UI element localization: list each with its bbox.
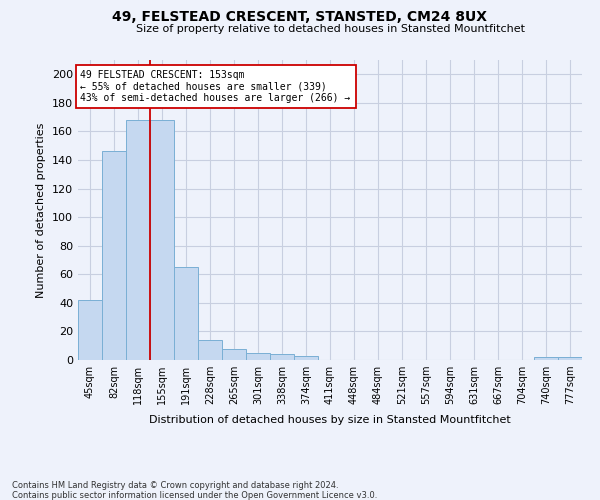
Bar [534, 357, 558, 360]
Bar [150, 120, 174, 360]
Bar [78, 300, 102, 360]
Bar [246, 353, 270, 360]
Bar [294, 356, 318, 360]
Bar [558, 357, 582, 360]
Y-axis label: Number of detached properties: Number of detached properties [37, 122, 46, 298]
Text: 49 FELSTEAD CRESCENT: 153sqm
← 55% of detached houses are smaller (339)
43% of s: 49 FELSTEAD CRESCENT: 153sqm ← 55% of de… [80, 70, 350, 103]
Text: Contains HM Land Registry data © Crown copyright and database right 2024.: Contains HM Land Registry data © Crown c… [12, 481, 338, 490]
Bar [102, 152, 126, 360]
Bar [222, 348, 246, 360]
X-axis label: Distribution of detached houses by size in Stansted Mountfitchet: Distribution of detached houses by size … [149, 416, 511, 426]
Bar [174, 267, 198, 360]
Bar [270, 354, 294, 360]
Text: Contains public sector information licensed under the Open Government Licence v3: Contains public sector information licen… [12, 491, 377, 500]
Bar [126, 120, 150, 360]
Text: 49, FELSTEAD CRESCENT, STANSTED, CM24 8UX: 49, FELSTEAD CRESCENT, STANSTED, CM24 8U… [113, 10, 487, 24]
Bar [198, 340, 222, 360]
Title: Size of property relative to detached houses in Stansted Mountfitchet: Size of property relative to detached ho… [136, 24, 524, 34]
